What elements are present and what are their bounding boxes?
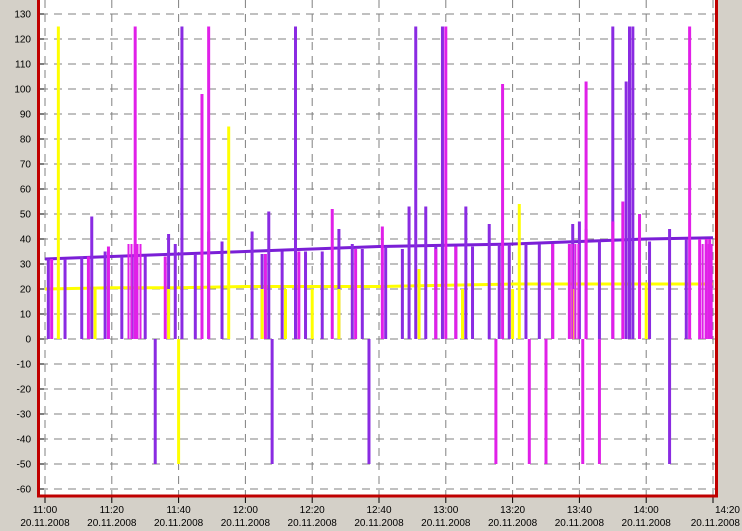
x-tick-time: 11:00	[33, 505, 58, 516]
series-line-yellow	[44, 282, 713, 291]
x-axis: 11:00 20.11.2008 11:20 20.11.2008 11:40 20.11…	[20, 497, 740, 529]
x-tick-date: 20.11.2008	[622, 518, 672, 529]
y-tick-label: -60	[17, 485, 32, 496]
x-tick-time: 13:00	[433, 505, 458, 516]
x-tick-date: 20.11.2008	[20, 518, 70, 529]
x-tick-date: 20.11.2008	[354, 518, 404, 529]
x-tick-time: 13:40	[567, 505, 592, 516]
y-tick-label: 80	[20, 135, 32, 146]
grid	[40, 0, 716, 495]
x-tick-time: 11:40	[166, 505, 191, 516]
y-tick-label: 20	[20, 285, 32, 296]
y-tick-label: -30	[17, 410, 32, 421]
y-axis: -60 -50 -40 -30 -20 -10 0 10 20 30 40 50 60 70 80 90 100…	[14, 10, 44, 496]
y-tick-label: 110	[15, 60, 31, 71]
y-tick-label: 130	[14, 10, 31, 21]
y-tick-label: 50	[20, 210, 32, 221]
y-tick-label: 90	[20, 110, 32, 121]
y-tick-label: 0	[25, 335, 31, 346]
x-tick-date: 20.11.2008	[691, 518, 741, 529]
y-tick-label: 40	[20, 235, 32, 246]
x-tick-time: 12:40	[366, 505, 391, 516]
y-tick-label: 100	[14, 85, 31, 96]
x-tick-time: 14:20	[715, 505, 740, 516]
x-tick-time: 12:20	[300, 505, 325, 516]
y-tick-label: -50	[17, 460, 32, 471]
plot-frame	[37, 0, 718, 498]
series-layer	[44, 26, 714, 464]
x-tick-date: 20.11.2008	[87, 518, 137, 529]
y-tick-label: 10	[20, 310, 32, 321]
series-line-baseline_violet	[44, 236, 714, 261]
x-tick-time: 13:20	[500, 505, 525, 516]
x-tick-date: 20.11.2008	[488, 518, 538, 529]
x-tick-time: 14:00	[634, 505, 659, 516]
y-tick-label: -20	[17, 385, 32, 396]
x-tick-date: 20.11.2008	[288, 518, 338, 529]
y-tick-label: 70	[20, 160, 32, 171]
plot-background	[37, 0, 717, 497]
y-tick-label: 60	[20, 185, 32, 196]
y-tick-label: 120	[14, 35, 31, 46]
y-tick-label: -10	[17, 360, 32, 371]
x-tick-time: 11:20	[100, 505, 125, 516]
x-tick-time: 12:00	[233, 505, 258, 516]
y-tick-label: 30	[20, 260, 32, 271]
x-tick-date: 20.11.2008	[154, 518, 204, 529]
y-tick-label: -40	[17, 435, 32, 446]
x-tick-date: 20.11.2008	[555, 518, 605, 529]
x-tick-date: 20.11.2008	[421, 518, 471, 529]
x-tick-date: 20.11.2008	[221, 518, 271, 529]
